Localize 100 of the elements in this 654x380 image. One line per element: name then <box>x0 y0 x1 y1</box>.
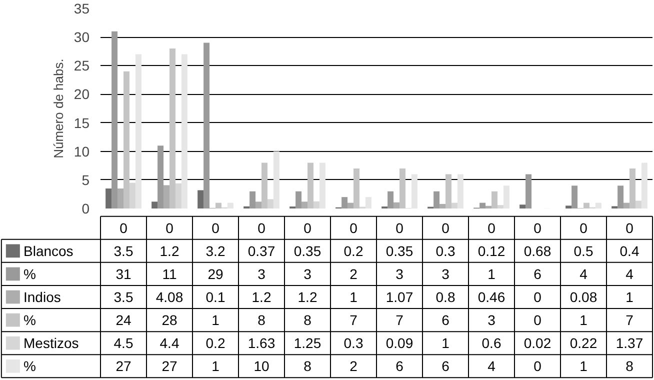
bar <box>308 162 314 208</box>
bar <box>158 146 164 208</box>
bar <box>250 191 256 208</box>
data-label: 27 <box>162 358 178 374</box>
data-label: 1 <box>212 312 220 328</box>
data-label: 0.08 <box>570 289 598 305</box>
data-label: 1.37 <box>616 335 644 352</box>
data-label: 0.8 <box>436 289 456 305</box>
data-label: 0.35 <box>294 242 322 259</box>
data-label: 3.2 <box>206 242 226 259</box>
bar <box>618 186 624 208</box>
data-label: 3.5 <box>114 289 134 305</box>
data-label: 0.3 <box>436 242 456 259</box>
data-label: 0.1 <box>206 289 226 305</box>
data-label: 1 <box>626 289 634 305</box>
data-label: 1.2 <box>298 289 318 305</box>
legend-label: Mestizos <box>24 335 79 352</box>
data-label: 7 <box>626 312 634 328</box>
bar <box>566 206 572 208</box>
bar <box>411 174 418 208</box>
bar <box>526 174 532 208</box>
bar <box>584 202 590 208</box>
data-label: 0.6 <box>482 335 502 352</box>
bar <box>175 183 182 208</box>
x-tick-label: 0 <box>534 220 542 236</box>
y-tick-label: 20 <box>74 86 90 102</box>
data-label: 29 <box>208 266 224 282</box>
bar <box>296 191 302 208</box>
bar <box>118 188 124 208</box>
y-tick-label: 5 <box>82 172 90 188</box>
x-tick-label: 0 <box>258 220 266 236</box>
data-label: 6 <box>442 358 450 374</box>
bar <box>170 48 176 208</box>
data-label: 0 <box>534 312 542 328</box>
data-label: 0 <box>534 358 542 374</box>
data-label: 10 <box>254 358 270 374</box>
data-label: 1.2 <box>252 289 272 305</box>
data-label: 0.2 <box>206 335 226 352</box>
bar <box>129 182 136 208</box>
bar <box>342 197 348 208</box>
data-label: 27 <box>116 358 132 374</box>
bar <box>124 71 130 208</box>
bar <box>440 204 446 208</box>
data-label: 11 <box>162 266 177 282</box>
y-tick-label: 35 <box>74 0 90 16</box>
data-label: 24 <box>116 312 132 328</box>
data-label: 4.4 <box>160 335 180 352</box>
data-label: 8 <box>304 312 312 328</box>
x-tick-label: 0 <box>212 220 220 236</box>
bar <box>457 174 464 208</box>
data-label: 0.09 <box>386 335 414 352</box>
data-label: 3 <box>488 312 496 328</box>
data-label: 1 <box>212 358 220 374</box>
data-label: 1.07 <box>386 289 414 305</box>
bar <box>492 191 498 208</box>
data-label: 1.2 <box>160 242 180 259</box>
data-label: 0.35 <box>386 242 414 259</box>
bar <box>451 202 458 208</box>
x-tick-label: 0 <box>396 220 404 236</box>
data-label: 4 <box>580 266 588 282</box>
bar <box>486 206 492 208</box>
bar <box>262 162 268 208</box>
legend-label: Blancos <box>24 242 74 259</box>
legend-label: % <box>24 266 36 282</box>
data-label: 4 <box>488 358 496 374</box>
data-label: 1.63 <box>248 335 276 352</box>
data-label: 31 <box>116 266 132 282</box>
bar <box>256 202 262 208</box>
bar <box>354 168 360 208</box>
legend-label: Indios <box>24 289 61 305</box>
data-label: 3 <box>396 266 404 282</box>
bar <box>641 162 648 208</box>
bar <box>198 190 204 208</box>
y-axis-title: Número de habs. <box>50 58 66 158</box>
bar <box>313 201 320 208</box>
data-label: 0.5 <box>574 242 594 259</box>
data-label: 7 <box>350 312 358 328</box>
data-label: 8 <box>626 358 634 374</box>
bar <box>394 202 400 208</box>
bar <box>216 202 222 208</box>
bar <box>365 197 372 208</box>
data-label: 3 <box>258 266 266 282</box>
bar <box>388 191 394 208</box>
data-label: 0.22 <box>570 335 598 352</box>
data-label: 0.02 <box>524 335 552 352</box>
bar <box>595 202 602 208</box>
data-label: 6 <box>396 358 404 374</box>
x-tick-label: 0 <box>580 220 588 236</box>
data-label: 0 <box>534 289 542 305</box>
data-label: 1 <box>580 358 588 374</box>
bar <box>267 199 274 208</box>
data-label: 2 <box>350 358 358 374</box>
data-label: 0.4 <box>620 242 640 259</box>
data-label: 1 <box>488 266 496 282</box>
data-label: 3.5 <box>114 242 134 259</box>
data-label: 0.37 <box>248 242 276 259</box>
data-label: 1 <box>580 312 588 328</box>
bar <box>503 186 510 208</box>
data-label: 4 <box>626 266 634 282</box>
bar <box>348 202 354 208</box>
